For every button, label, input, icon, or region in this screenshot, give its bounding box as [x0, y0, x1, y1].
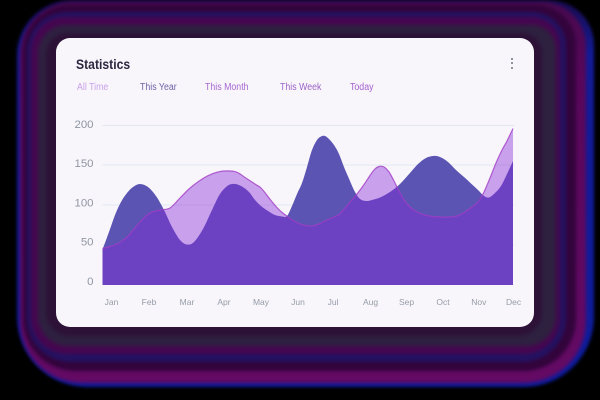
- svg-text:150: 150: [74, 158, 93, 170]
- svg-text:100: 100: [74, 198, 93, 210]
- svg-text:Apr: Apr: [217, 297, 230, 307]
- svg-text:May: May: [253, 297, 270, 307]
- svg-text:Jan: Jan: [105, 297, 119, 307]
- svg-text:Sep: Sep: [399, 297, 414, 307]
- svg-text:Mar: Mar: [180, 297, 195, 307]
- svg-text:Nov: Nov: [471, 297, 487, 307]
- svg-text:Aug: Aug: [363, 297, 378, 307]
- svg-text:Dec: Dec: [506, 297, 522, 307]
- svg-text:200: 200: [74, 119, 93, 131]
- svg-text:Oct: Oct: [436, 297, 450, 307]
- svg-text:0: 0: [87, 276, 93, 288]
- svg-text:50: 50: [81, 237, 94, 249]
- svg-text:Jul: Jul: [328, 297, 339, 307]
- svg-text:Jun: Jun: [291, 297, 305, 307]
- svg-text:Feb: Feb: [142, 297, 157, 307]
